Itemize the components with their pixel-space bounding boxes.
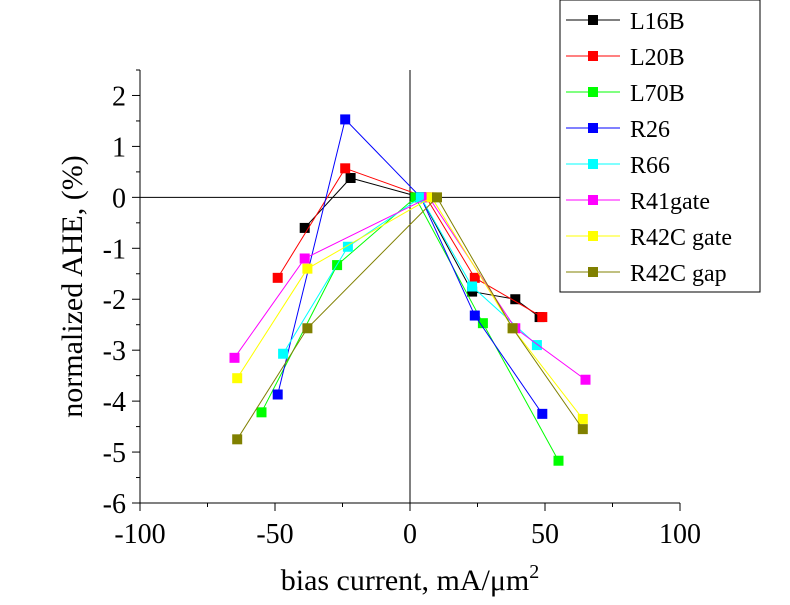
x-tick-label: 50	[531, 519, 559, 550]
data-point	[299, 253, 310, 264]
data-point	[477, 318, 488, 329]
data-point	[469, 310, 480, 321]
legend-item: L16B	[566, 9, 685, 35]
legend-label: R26	[630, 117, 670, 143]
data-point	[531, 340, 542, 351]
y-tick-label: 0	[112, 183, 126, 214]
data-point	[537, 312, 548, 323]
legend-item: L70B	[566, 81, 685, 107]
legend-item: R66	[566, 153, 670, 179]
data-point	[537, 408, 548, 419]
data-point	[272, 389, 283, 400]
y-axis-label: normalized AHE, (%)	[56, 155, 89, 417]
legend-marker	[588, 51, 598, 61]
legend-marker	[588, 87, 598, 97]
data-point	[229, 352, 240, 363]
legend-item: L20B	[566, 45, 685, 71]
y-tick-label: -2	[103, 285, 126, 316]
data-point	[410, 192, 421, 203]
legend-item: R41gate	[566, 189, 710, 215]
y-tick-label: -5	[103, 438, 126, 469]
y-tick-label: -3	[103, 336, 126, 367]
legend-label: L16B	[630, 9, 685, 35]
x-tick-label: -100	[114, 519, 165, 550]
data-point	[345, 172, 356, 183]
legend-marker	[588, 159, 598, 169]
y-tick-label: 1	[112, 132, 126, 163]
x-ticks: -100 -50 0 50 100	[114, 503, 701, 550]
x-axis-label: bias current, mA/μm2	[281, 561, 540, 597]
legend-label: L70B	[630, 81, 685, 107]
axes: -100 -50 0 50 100 -6 -5 -4 -3 -2 -1 0 1 2	[103, 69, 701, 550]
data-point	[507, 323, 518, 334]
legend-label: R66	[630, 153, 670, 179]
legend-label: L20B	[630, 45, 685, 71]
y-ticks: -6 -5 -4 -3 -2 -1 0 1 2	[103, 69, 140, 520]
legend-item: R42C gate	[566, 225, 732, 251]
data-point	[302, 263, 313, 274]
y-tick-label: -6	[103, 489, 126, 520]
data-point	[340, 163, 351, 174]
y-tick-label: 2	[112, 81, 126, 112]
series-r66	[278, 192, 542, 359]
data-point	[232, 434, 243, 445]
data-point	[577, 424, 588, 435]
data-point	[232, 373, 243, 384]
legend-label: R42C gate	[630, 225, 732, 251]
data-point	[467, 286, 478, 297]
data-point	[467, 281, 478, 292]
legend-label: R42C gap	[630, 261, 727, 287]
legend-marker	[588, 231, 598, 241]
series-layer	[229, 114, 591, 466]
data-point	[510, 294, 521, 305]
data-point	[432, 192, 442, 203]
legend-marker	[588, 123, 598, 133]
data-point	[469, 272, 480, 283]
data-point	[415, 192, 426, 203]
data-point	[426, 192, 437, 203]
data-point	[302, 323, 313, 334]
legend-box	[559, 0, 761, 293]
data-point	[553, 455, 564, 466]
data-point	[299, 222, 310, 233]
legend-marker	[588, 195, 598, 205]
data-point	[256, 407, 267, 418]
data-point	[580, 374, 591, 385]
data-point	[340, 114, 351, 125]
legend: L16B L20B L70B R26 R66 R41gate R42C gate R42C g…	[559, 0, 761, 293]
legend-marker	[588, 15, 598, 25]
legend-item: R42C gap	[566, 261, 727, 287]
x-tick-label: 0	[403, 519, 417, 550]
x-tick-label: -50	[256, 519, 293, 550]
data-point	[278, 348, 289, 359]
legend-item: R26	[566, 117, 670, 143]
x-tick-label: 100	[659, 519, 701, 550]
y-tick-label: -4	[103, 387, 126, 418]
legend-label: R41gate	[630, 189, 710, 215]
data-point	[342, 241, 353, 252]
y-tick-label: -1	[103, 234, 126, 265]
data-point	[272, 272, 283, 283]
series-r42c-gap	[232, 192, 588, 445]
legend-marker	[588, 267, 598, 277]
data-point	[577, 413, 588, 424]
